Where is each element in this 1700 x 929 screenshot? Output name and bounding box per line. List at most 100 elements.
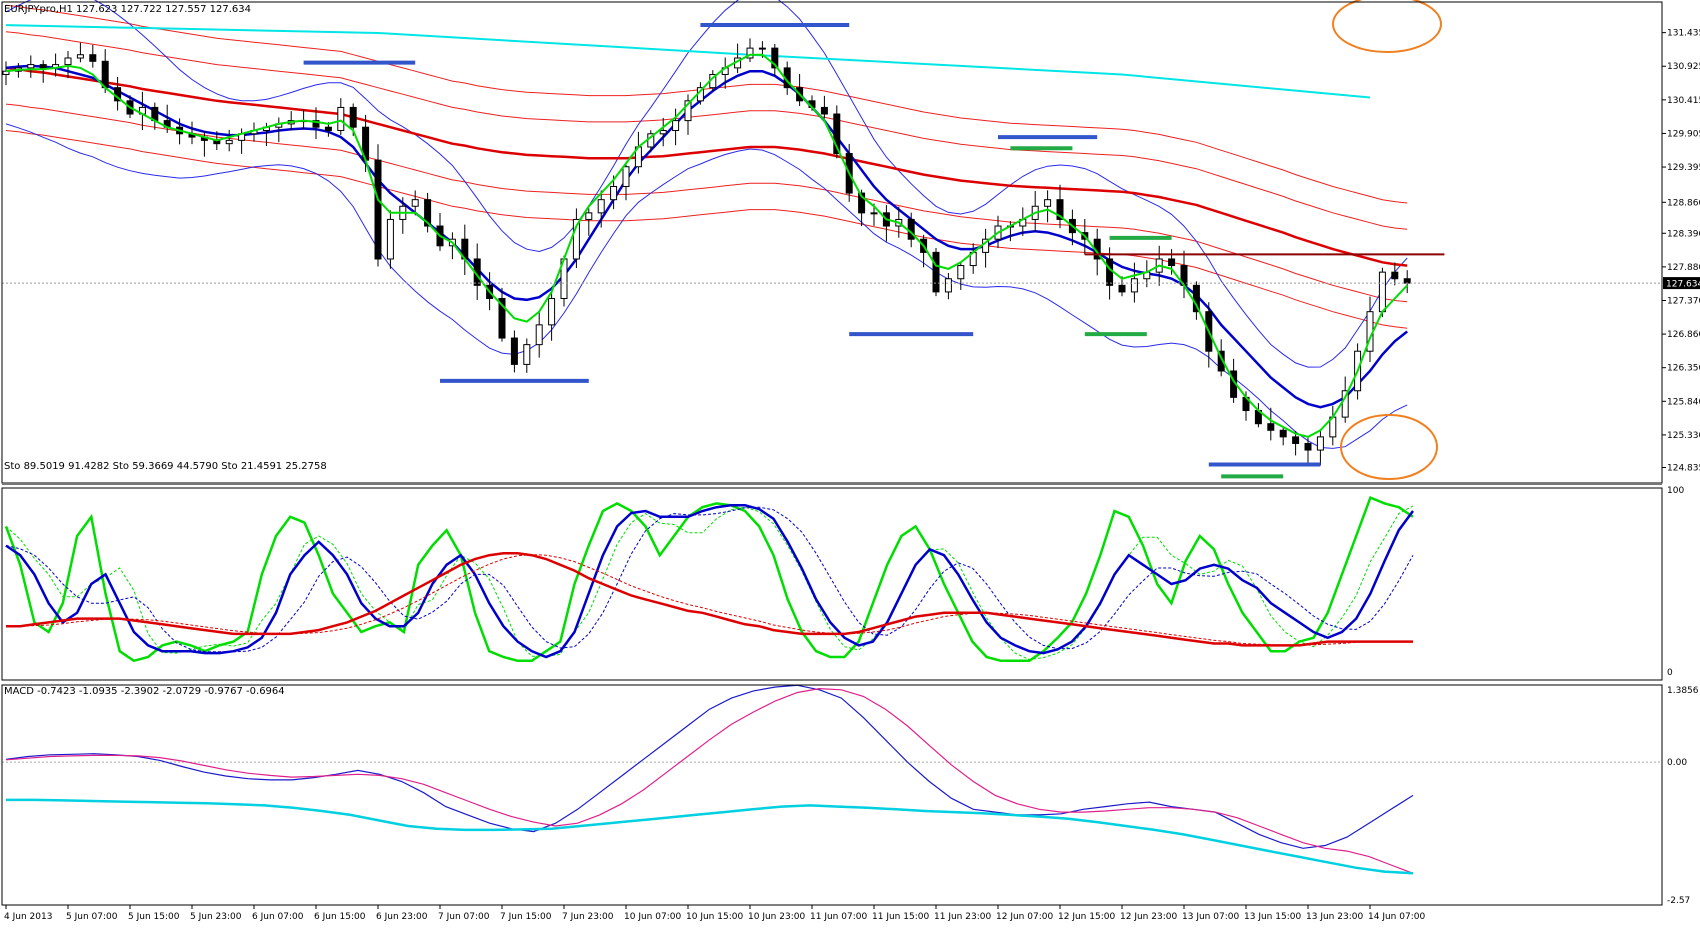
time-tick-label: 7 Jun 15:00 — [500, 912, 552, 922]
candle-bull — [225, 139, 233, 145]
candle-bear — [324, 126, 332, 131]
time-tick-label: 4 Jun 2013 — [4, 912, 52, 922]
candle-bull — [672, 120, 680, 131]
candle-bear — [932, 251, 940, 293]
candle-bull — [1316, 436, 1324, 451]
current-price-label: 127.634 — [1666, 280, 1700, 290]
macd-slow-line — [6, 798, 1414, 875]
time-tick-label: 5 Jun 23:00 — [190, 912, 242, 922]
candle-bear — [1403, 278, 1411, 284]
candle-bear — [833, 113, 841, 155]
price-tick-label: 128.860 — [1667, 198, 1700, 208]
time-tick-label: 13 Jun 15:00 — [1244, 912, 1301, 922]
candle-bull — [572, 218, 580, 260]
time-tick-label: 10 Jun 07:00 — [624, 912, 681, 922]
candle-bull — [870, 212, 878, 215]
candle-bull — [386, 218, 394, 260]
candle-bear — [424, 199, 432, 227]
time-axis: 4 Jun 2013 5 Jun 07:00 5 Jun 15:00 5 Jun 23… — [4, 905, 1425, 922]
candle-bear — [498, 298, 506, 339]
candle-bear — [1056, 199, 1064, 220]
candle-bull — [1378, 271, 1386, 313]
candle-bear — [858, 192, 866, 214]
candle-bull — [944, 278, 952, 293]
price-tick-label: 125.840 — [1667, 397, 1700, 407]
macd-signal-line — [5, 687, 1414, 874]
price-tick-label: 129.905 — [1667, 129, 1700, 139]
macd-panel: 1.3856 0.00 -2.57 — [2, 684, 1699, 906]
candle-bull — [758, 47, 766, 50]
price-tick-label: 130.925 — [1667, 62, 1700, 72]
time-tick-label: 12 Jun 07:00 — [996, 912, 1053, 922]
time-tick-label: 5 Jun 07:00 — [66, 912, 118, 922]
time-tick-label: 11 Jun 07:00 — [810, 912, 867, 922]
price-tick-label: 131.435 — [1667, 29, 1700, 39]
candle-bull — [746, 47, 754, 59]
sto-mid-line — [5, 504, 1415, 659]
candle-bear — [1118, 284, 1126, 293]
time-tick-label: 13 Jun 07:00 — [1182, 912, 1239, 922]
candle-bull — [27, 64, 35, 69]
sto-mid-line-signal — [5, 506, 1414, 653]
candle-bull — [548, 298, 556, 326]
time-tick-label: 6 Jun 15:00 — [314, 912, 366, 922]
price-tick-label: 129.395 — [1667, 163, 1700, 173]
price-header: EURJPYpro,H1 127.623 127.722 127.557 127… — [4, 4, 251, 15]
price-tick-label: 127.880 — [1667, 263, 1700, 273]
price-panel: 127.634 131.435 130.925 130.415 129.905 129.3… — [2, 0, 1700, 480]
price-tick-label: 125.330 — [1667, 431, 1700, 441]
price-tick-label: 128.390 — [1667, 229, 1700, 239]
sto-tick-label: 0 — [1667, 668, 1673, 678]
time-tick-label: 7 Jun 07:00 — [438, 912, 490, 922]
time-tick-label: 11 Jun 15:00 — [872, 912, 929, 922]
green-moving-average — [5, 53, 1408, 438]
annotation-circle-bottom — [1340, 414, 1438, 480]
candle-bear — [1106, 258, 1114, 286]
price-tick-label: 124.835 — [1667, 464, 1700, 474]
price-tick-label: 130.415 — [1667, 96, 1700, 106]
candle-bull — [411, 199, 419, 207]
candle-bull — [1130, 278, 1138, 293]
candle-bear — [1304, 442, 1312, 451]
time-tick-label: 12 Jun 15:00 — [1058, 912, 1115, 922]
panel-frames — [1, 1, 1663, 906]
time-tick-label: 10 Jun 23:00 — [748, 912, 805, 922]
time-tick-label: 13 Jun 23:00 — [1306, 912, 1363, 922]
candle-bear — [510, 337, 518, 365]
candle-bear — [89, 54, 97, 62]
sto-fast-line-signal — [5, 505, 1414, 661]
price-tick-label: 127.370 — [1667, 296, 1700, 306]
macd-tick-label: -2.57 — [1667, 896, 1690, 906]
time-tick-label: 6 Jun 07:00 — [252, 912, 304, 922]
red-moving-average — [5, 66, 1408, 267]
candle-bear — [1267, 423, 1275, 431]
candle-bear — [39, 64, 47, 69]
candle-bear — [1168, 258, 1176, 267]
macd-header: MACD -0.7423 -1.0935 -2.3902 -2.0729 -0.… — [4, 686, 285, 697]
candle-bear — [771, 47, 779, 69]
blue-band-lower — [5, 123, 1408, 449]
red-envelope-upper-1 — [5, 4, 1408, 204]
candle-bear — [1292, 436, 1300, 444]
sto-tick-label: 100 — [1667, 486, 1684, 496]
candle-bull — [337, 106, 345, 131]
candle-bull — [597, 199, 605, 214]
candle-bear — [312, 120, 320, 128]
time-tick-label: 7 Jun 23:00 — [562, 912, 614, 922]
candle-bear — [1217, 350, 1225, 372]
candle-bear — [820, 106, 828, 115]
candle-bear — [1279, 429, 1287, 438]
time-tick-label: 14 Jun 07:00 — [1368, 912, 1425, 922]
time-tick-label: 11 Jun 23:00 — [934, 912, 991, 922]
annotation-circle-top — [1332, 0, 1442, 53]
stochastic-header: Sto 89.5019 91.4282 Sto 59.3669 44.5790 … — [4, 461, 327, 472]
price-tick-label: 126.860 — [1667, 330, 1700, 340]
panel-frame — [1, 487, 1663, 681]
candle-bear — [374, 159, 382, 260]
current-price-box — [1663, 277, 1700, 290]
candle-bull — [659, 129, 667, 135]
candle-bull — [64, 57, 72, 66]
time-tick-label: 12 Jun 23:00 — [1120, 912, 1177, 922]
